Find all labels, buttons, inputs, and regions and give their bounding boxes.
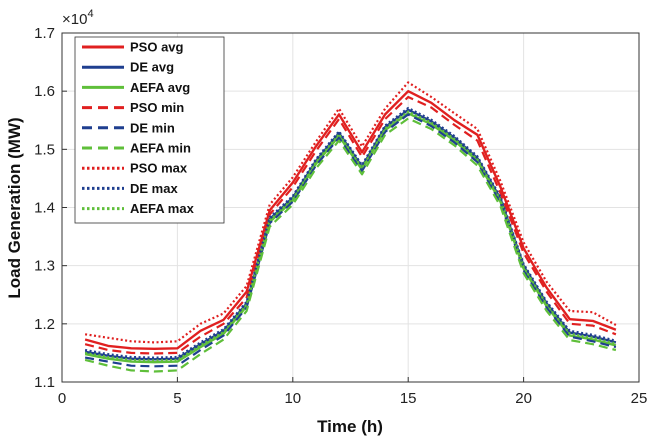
y-tick-label: 1.2 [34, 316, 55, 333]
y-tick-label: 1.3 [34, 258, 55, 275]
series-layer [84, 81, 617, 373]
y-tick-label: 1.4 [34, 200, 55, 217]
x-tick-label: 10 [284, 390, 301, 407]
legend-label: PSO max [130, 161, 188, 176]
y-multiplier: ×104 [62, 8, 94, 28]
legend-label: DE min [130, 120, 175, 135]
y-tick-label: 1.1 [34, 374, 55, 391]
legend: PSO avg DE avg AEFA avg PSO min DE min AEFA m… [74, 36, 225, 224]
series-line-de-max [84, 106, 617, 359]
y-multiplier-base: ×10 [62, 11, 87, 28]
legend-label: DE avg [130, 60, 174, 75]
legend-label: PSO min [130, 100, 184, 115]
x-axis-label: Time (h) [317, 417, 383, 436]
series-line-aefa-max [84, 110, 617, 362]
legend-label: AEFA min [130, 141, 191, 156]
x-tick-label: 0 [58, 390, 66, 407]
tick-labels: 0 5 10 15 20 25 1.1 1.2 1.3 1.4 1.5 1.6 1.7 [34, 25, 647, 407]
y-tick-label: 1.7 [34, 25, 55, 42]
y-tick-label: 1.5 [34, 141, 55, 158]
x-tick-label: 15 [400, 390, 417, 407]
series-line-pso-avg [84, 89, 617, 350]
series-line-de-min [84, 113, 617, 368]
legend-label: PSO avg [130, 40, 184, 55]
series-line-aefa-min [84, 117, 617, 373]
y-multiplier-exponent: 4 [87, 8, 93, 20]
axis-ticks [61, 32, 640, 383]
x-tick-label: 20 [515, 390, 532, 407]
y-axis-label: Load Generation (MW) [5, 117, 24, 298]
legend-label: DE max [130, 181, 178, 196]
legend-label: AEFA max [130, 201, 195, 216]
series-line-pso-min [84, 95, 617, 355]
x-tick-label: 25 [631, 390, 648, 407]
y-tick-label: 1.6 [34, 83, 55, 100]
legend-label: AEFA avg [130, 80, 190, 95]
x-tick-label: 5 [173, 390, 181, 407]
